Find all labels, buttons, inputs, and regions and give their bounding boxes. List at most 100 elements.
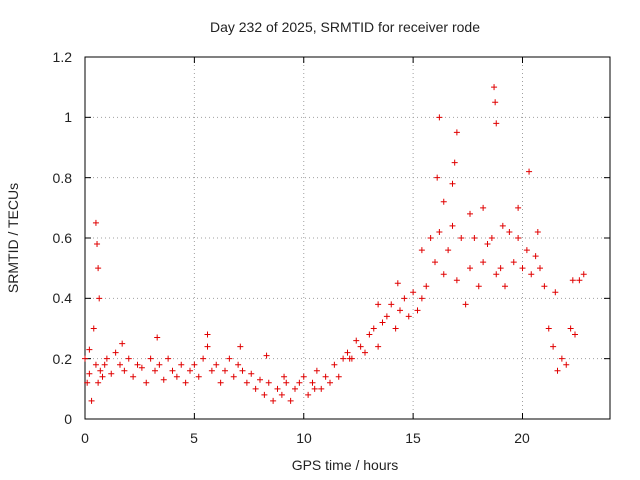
data-point [432,259,438,266]
data-point [92,219,99,226]
data-point [243,379,250,386]
data-point [257,376,263,383]
data-point [95,379,102,386]
x-tick-labels: 0 5 10 15 20 [81,430,530,446]
data-point [208,367,215,374]
data-point [499,222,506,229]
data-point [375,301,382,308]
grid-lines [85,57,610,419]
data-point [401,295,408,302]
data-point [580,271,587,278]
data-point [370,325,377,332]
data-point [265,379,272,386]
data-point [467,265,473,272]
data-point [182,379,189,386]
data-point [327,379,333,386]
data-point [112,349,119,356]
data-point [526,168,533,175]
data-point [451,159,458,166]
data-point [552,289,559,296]
data-point [440,198,447,205]
data-point [278,391,285,398]
data-point [492,99,499,106]
x-axis-label: GPS time / hours [292,457,399,473]
data-point [480,259,487,266]
data-point [156,361,163,368]
data-point [491,84,498,91]
data-point [528,271,535,278]
data-point [226,355,233,362]
data-point [475,283,482,290]
data-point [108,370,115,377]
plot-frame [84,56,611,420]
data-point [366,331,373,338]
data-point [353,337,360,344]
data-point [480,204,487,211]
data-point [375,343,382,350]
data-point [119,340,126,347]
data-point [453,277,460,284]
data-point [134,361,141,368]
chart-title: Day 232 of 2025, SRMTID for receiver rod… [210,19,480,35]
data-point [541,283,548,290]
x-tick-label: 15 [405,430,421,446]
data-point [191,361,198,368]
data-point [558,355,565,362]
data-point [138,364,145,371]
axis-ticks [84,56,610,420]
data-point [125,355,132,362]
x-tick-label: 20 [514,430,530,446]
data-point [357,343,364,350]
data-point [445,247,452,254]
data-point [532,253,539,260]
data-point [523,247,530,254]
data-point [567,325,574,332]
data-point [394,280,401,287]
data-point [213,361,220,368]
data-point [436,228,443,235]
y-tick-label: 0.6 [53,230,73,246]
y-tick-label: 0 [64,411,72,427]
data-point [300,373,307,380]
data-point [86,346,93,353]
data-point [397,307,403,314]
data-point [287,397,294,404]
data-point [263,352,270,359]
data-point [270,397,277,404]
data-point [217,379,224,386]
data-point [92,361,99,368]
y-tick-label: 1 [64,109,72,125]
data-point [436,114,443,121]
data-point [173,373,180,380]
data-point [143,379,150,386]
data-point [165,355,172,362]
data-point [569,277,576,284]
data-point [152,367,158,374]
data-point [346,355,353,362]
data-point [309,379,316,386]
data-point [335,373,342,380]
data-point [261,391,268,398]
data-point [90,325,97,332]
data-point [187,367,193,374]
data-point [471,235,478,241]
data-point [82,355,88,362]
data-point [178,361,185,368]
data-point [130,373,137,380]
data-point [230,373,237,380]
data-point [311,385,318,392]
data-point [95,265,102,272]
data-point [204,331,211,338]
data-point [362,349,368,356]
y-tick-label: 0.4 [53,290,73,306]
data-point [427,235,434,241]
data-point [200,355,207,362]
data-point [563,361,570,368]
data-point [239,367,246,374]
data-point [121,367,128,374]
y-tick-label: 0.8 [53,170,73,186]
data-point [392,325,399,332]
data-point [534,228,541,235]
data-point [96,295,103,302]
x-tick-label: 0 [81,430,89,446]
